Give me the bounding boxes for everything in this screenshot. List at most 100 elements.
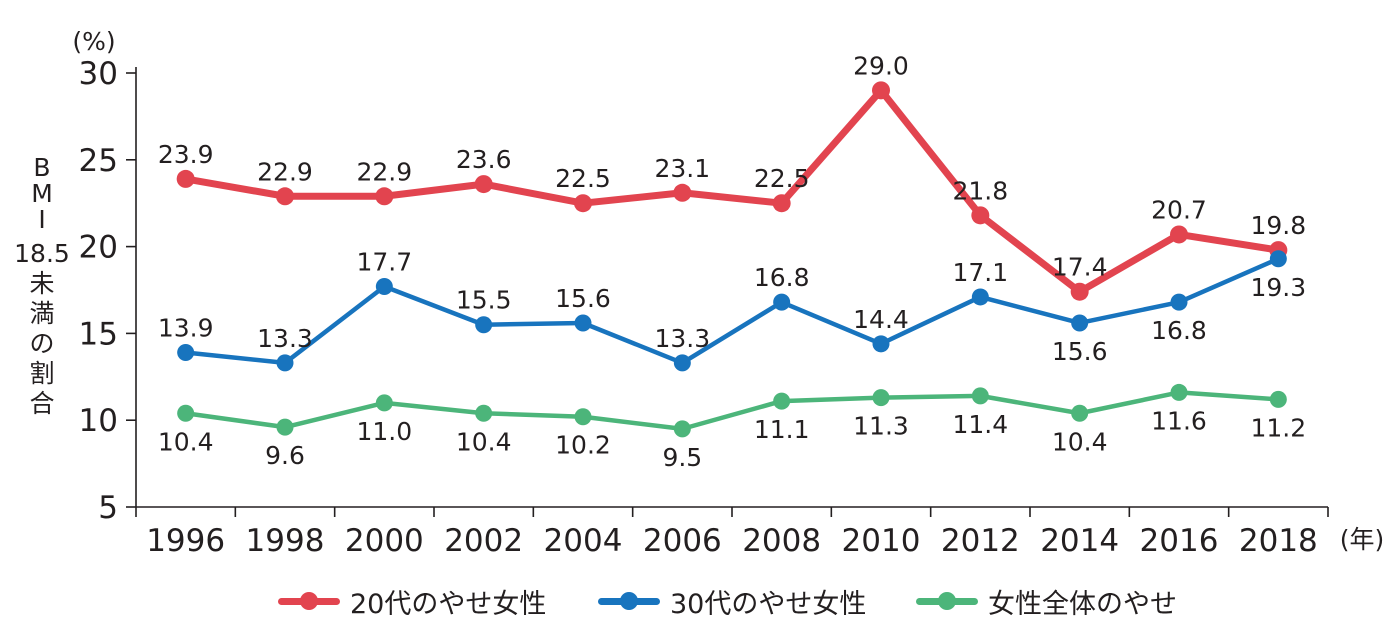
data-point — [872, 335, 890, 353]
data-label: 14.4 — [853, 305, 909, 334]
chart-legend: 20代のやせ女性 30代のやせ女性 女性全体のやせ — [0, 576, 1400, 626]
x-tick-label: 2010 — [842, 523, 921, 559]
data-label: 15.6 — [555, 284, 611, 313]
data-label: 11.4 — [952, 410, 1008, 439]
y-axis-title-part: 18.5 — [14, 239, 70, 268]
data-label: 13.3 — [654, 324, 710, 353]
data-point — [673, 354, 691, 372]
data-point — [773, 293, 791, 311]
y-tick-label: 15 — [79, 316, 118, 352]
data-point — [375, 394, 393, 412]
data-point — [1170, 225, 1188, 244]
data-label: 19.3 — [1250, 273, 1306, 302]
data-label: 15.6 — [1052, 337, 1108, 366]
data-point — [276, 354, 294, 372]
y-unit-label: (%) — [72, 27, 115, 56]
x-tick-label: 2000 — [345, 523, 424, 559]
data-label: 23.1 — [654, 154, 710, 183]
legend-label-20s: 20代のやせ女性 — [350, 588, 547, 620]
x-unit-label: (年) — [1340, 525, 1385, 554]
data-label: 11.0 — [356, 417, 412, 446]
data-point — [772, 194, 791, 213]
data-point — [574, 194, 592, 213]
data-point — [474, 175, 493, 194]
x-tick-label: 2006 — [643, 523, 722, 559]
y-axis-title-part: 未 — [29, 269, 54, 298]
y-axis-title-part: 満 — [29, 299, 54, 328]
y-axis-title-part: 割 — [29, 359, 54, 388]
data-point — [1269, 390, 1287, 408]
data-label: 15.5 — [456, 286, 512, 315]
data-label: 11.1 — [754, 415, 810, 444]
data-label: 11.3 — [853, 412, 909, 441]
x-tick-label: 1996 — [146, 523, 225, 559]
data-point — [773, 392, 791, 410]
chart-axes: 5 10 15 20 25 30 1996 1998 2000 2002 2004 2006 2008 2… — [14, 27, 1384, 559]
legend-marker-20s — [300, 592, 318, 610]
data-point — [971, 206, 990, 225]
series-1 — [177, 250, 1287, 372]
data-point — [971, 288, 989, 306]
series-line — [182, 86, 1282, 296]
data-label: 11.6 — [1151, 406, 1207, 435]
data-label: 19.8 — [1250, 211, 1306, 240]
data-label: 10.2 — [555, 431, 611, 460]
data-point — [276, 187, 294, 206]
data-label: 9.5 — [662, 443, 702, 472]
data-point — [971, 387, 989, 405]
data-point — [673, 183, 692, 202]
data-point — [1269, 250, 1287, 268]
data-point — [1071, 404, 1089, 422]
legend-label-all: 女性全体のやせ — [988, 588, 1177, 620]
data-label: 10.4 — [456, 427, 512, 456]
y-axis-title-part: 合 — [29, 389, 54, 418]
y-axis-title-part: M — [31, 179, 53, 208]
x-tick-label: 2018 — [1239, 523, 1318, 559]
line-chart: 5 10 15 20 25 30 1996 1998 2000 2002 2004 2006 2008 2… — [14, 27, 1384, 559]
x-tick-label: 2016 — [1140, 523, 1219, 559]
data-point — [872, 389, 890, 407]
data-label: 20.7 — [1151, 195, 1207, 224]
data-label: 13.3 — [257, 324, 313, 353]
legend-marker-all — [938, 592, 956, 610]
y-axis-title-part: の — [29, 329, 54, 358]
y-tick-label: 5 — [98, 490, 118, 526]
data-label: 16.8 — [1151, 316, 1207, 345]
data-label: 29.0 — [853, 51, 909, 80]
data-point — [872, 81, 890, 100]
data-point — [673, 420, 691, 438]
data-point — [1170, 293, 1188, 311]
data-point — [1070, 282, 1089, 301]
legend-item-20s: 20代のやせ女性 — [278, 576, 546, 626]
data-label: 21.8 — [952, 176, 1008, 205]
data-point — [177, 343, 195, 361]
legend-swatch-all — [916, 576, 978, 626]
legend-swatch-30s — [598, 576, 660, 626]
data-point — [276, 418, 294, 436]
x-tick-label: 2014 — [1040, 523, 1119, 559]
y-tick-label: 30 — [79, 56, 118, 92]
data-point — [375, 187, 394, 206]
data-label: 13.9 — [158, 313, 214, 342]
data-label: 17.1 — [952, 258, 1008, 287]
legend-item-30s: 30代のやせ女性 — [598, 576, 866, 626]
data-point — [176, 169, 195, 188]
data-label: 22.9 — [356, 157, 412, 186]
data-point — [375, 278, 393, 296]
x-tick-label: 1998 — [246, 523, 325, 559]
legend-item-all: 女性全体のやせ — [916, 576, 1177, 626]
x-tick-label: 2008 — [742, 523, 821, 559]
data-point — [475, 404, 493, 422]
legend-swatch-20s — [278, 576, 340, 626]
data-label: 10.4 — [158, 427, 214, 456]
data-point — [177, 404, 195, 422]
y-tick-label: 20 — [79, 230, 118, 266]
y-tick-label: 10 — [79, 403, 118, 439]
series-2 — [177, 383, 1287, 438]
data-point — [1071, 314, 1089, 332]
y-tick-label: 25 — [79, 143, 118, 179]
data-point — [475, 316, 493, 334]
data-label: 9.6 — [265, 441, 305, 470]
data-label: 11.2 — [1250, 413, 1306, 442]
data-label: 22.5 — [754, 164, 810, 193]
